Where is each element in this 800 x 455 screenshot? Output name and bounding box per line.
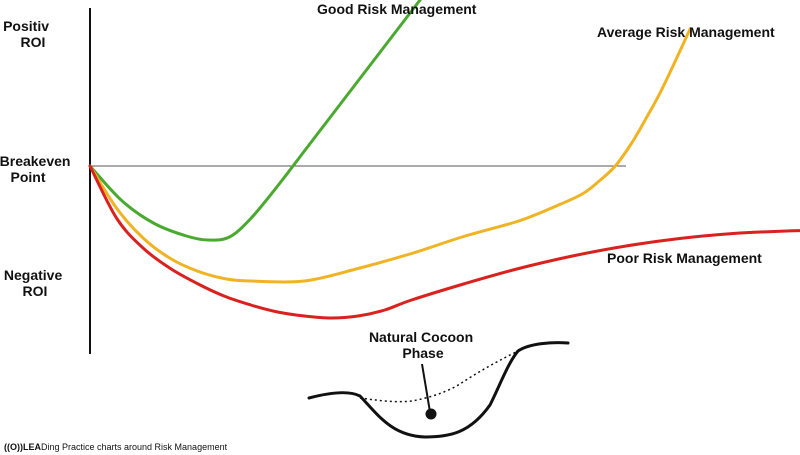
cocoon-dotted-path [359,350,519,403]
cocoon-inset: Natural Cocoon Phase [307,329,570,439]
cocoon-pointer [421,363,431,413]
series-label-poor: Poor Risk Management [607,250,762,266]
y-label-breakeven-point: Breakeven Point [0,153,74,185]
cocoon-label: Natural Cocoon Phase [369,329,477,361]
cocoon-dot [425,408,437,420]
series-group [88,0,800,320]
series-line-average [88,27,692,284]
footer-logo: ((O))LEA [4,442,41,452]
series-line-poor [88,164,800,320]
footer-text: ((O))LEADing Practice charts around Risk… [4,442,228,452]
footer-caption: Ding Practice charts around Risk Managem… [41,442,228,452]
cocoon-curve [307,341,570,439]
series-label-average: Average Risk Management [597,24,775,40]
series-line-good [88,0,422,242]
series-label-good: Good Risk Management [317,1,477,17]
y-label-positive-roi: Positiv ROI [3,18,53,50]
y-label-negative-roi: Negative ROI [4,267,66,299]
